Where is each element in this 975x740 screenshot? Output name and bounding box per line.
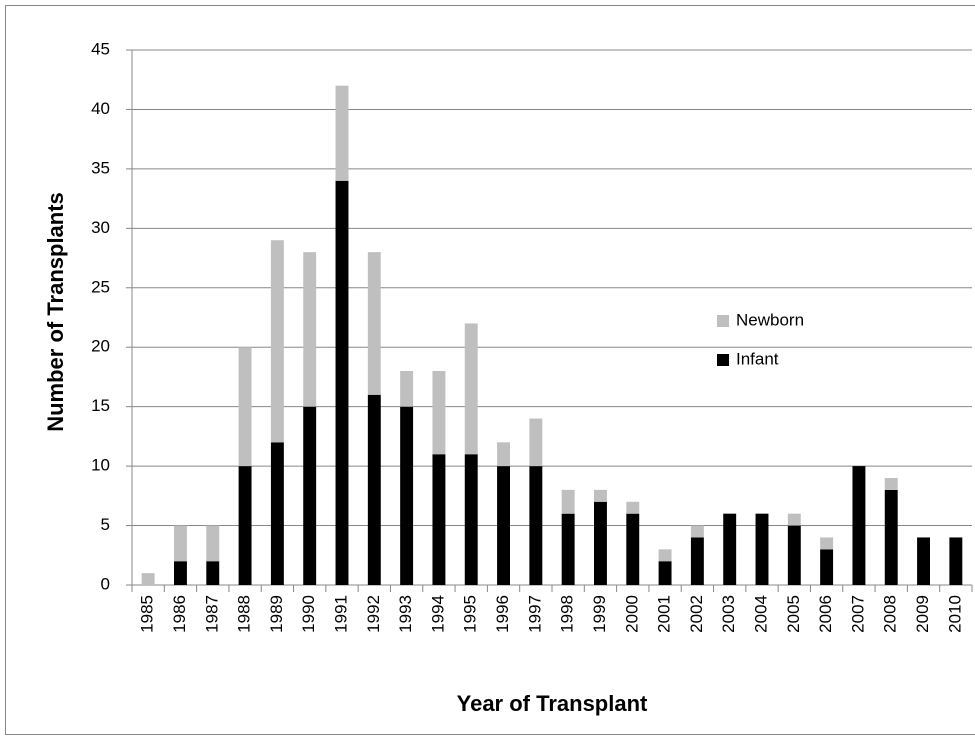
x-tick-label: 1995 — [461, 595, 480, 633]
bar-segment — [594, 489, 607, 502]
bar-segment — [529, 466, 543, 585]
bar-segment — [206, 561, 220, 585]
bar-segment — [335, 180, 349, 585]
bar-segment — [787, 525, 801, 585]
bar-segment — [820, 537, 834, 550]
bar-segment — [561, 489, 575, 514]
bar-segment — [594, 501, 607, 585]
x-tick-label: 1987 — [202, 595, 221, 633]
legend-label: Infant — [736, 349, 779, 368]
x-tick-label: 1990 — [299, 595, 318, 633]
x-tick-label: 1993 — [396, 595, 415, 633]
bar-segment — [174, 525, 187, 562]
bar-segment — [884, 489, 898, 585]
x-tick-label: 2007 — [848, 595, 867, 633]
x-tick-label: 2005 — [784, 595, 803, 633]
y-tick-label: 10 — [91, 456, 110, 475]
bar-segment — [464, 454, 478, 585]
x-tick-label: 1986 — [170, 595, 189, 633]
bar-segment — [141, 573, 155, 585]
bar-segment — [884, 478, 898, 490]
y-tick-label: 5 — [101, 515, 110, 534]
bar-segment — [400, 406, 414, 585]
bar-segment — [787, 513, 801, 526]
bar-segment — [690, 537, 704, 585]
x-tick-label: 1991 — [331, 595, 350, 633]
x-tick-label: 1985 — [138, 595, 157, 633]
x-tick-label: 2002 — [687, 595, 706, 633]
chart-frame — [5, 5, 975, 735]
bar-segment — [432, 454, 446, 585]
y-tick-label: 15 — [91, 396, 110, 415]
bar-segment — [658, 561, 672, 585]
y-tick-label: 45 — [91, 39, 110, 58]
x-tick-label: 1998 — [558, 595, 577, 633]
bar-segment — [497, 442, 510, 467]
legend-swatch — [717, 315, 729, 327]
bar-segment — [690, 525, 704, 538]
bar-segment — [238, 347, 252, 467]
x-tick-label: 1997 — [525, 595, 544, 633]
y-tick-label: 0 — [101, 574, 110, 593]
x-tick-label: 2004 — [751, 595, 770, 633]
x-tick-label: 2006 — [816, 595, 835, 633]
bar-segment — [626, 501, 640, 514]
bar-segment — [820, 549, 834, 585]
bar-segment — [270, 442, 284, 585]
bar-segment — [723, 513, 737, 585]
bar-segment — [529, 418, 543, 467]
x-tick-label: 1992 — [364, 595, 383, 633]
bar-segment — [626, 513, 640, 585]
bar-segment — [303, 406, 317, 585]
bar-segment — [561, 513, 575, 585]
x-tick-label: 2010 — [945, 595, 964, 633]
x-tick-label: 2009 — [913, 595, 932, 633]
x-tick-label: 1989 — [267, 595, 286, 633]
y-axis-title: Number of Transplants — [43, 192, 68, 432]
bar-segment — [206, 525, 220, 562]
x-tick-label: 1994 — [428, 595, 447, 633]
bar-segment — [755, 513, 769, 585]
bar-segment — [464, 323, 478, 455]
bar-segment — [238, 466, 252, 585]
y-tick-label: 35 — [91, 158, 110, 177]
bar-segment — [400, 371, 414, 407]
bar-segment — [658, 549, 672, 562]
bar-segment — [303, 252, 317, 407]
x-tick-label: 2000 — [622, 595, 641, 633]
bar-segment — [367, 394, 381, 585]
y-tick-label: 30 — [91, 218, 110, 237]
bar-segment — [174, 561, 187, 585]
x-tick-label: 1999 — [590, 595, 609, 633]
bar-segment — [949, 537, 963, 585]
y-tick-label: 40 — [91, 99, 110, 118]
bar-segment — [432, 371, 446, 455]
y-tick-label: 25 — [91, 277, 110, 296]
bar-segment — [367, 252, 381, 395]
y-tick-label: 20 — [91, 337, 110, 356]
bar-segment — [335, 85, 349, 181]
x-tick-label: 2001 — [655, 595, 674, 633]
bar-segment — [497, 466, 510, 585]
x-tick-label: 2008 — [881, 595, 900, 633]
bar-segment — [917, 537, 930, 585]
x-axis-title: Year of Transplant — [457, 691, 648, 716]
bar-segment — [852, 466, 866, 585]
bar-segment — [270, 240, 284, 443]
legend-label: Newborn — [736, 310, 804, 329]
legend-swatch — [717, 354, 729, 366]
x-tick-label: 1988 — [235, 595, 254, 633]
x-tick-label: 1996 — [493, 595, 512, 633]
x-tick-label: 2003 — [719, 595, 738, 633]
